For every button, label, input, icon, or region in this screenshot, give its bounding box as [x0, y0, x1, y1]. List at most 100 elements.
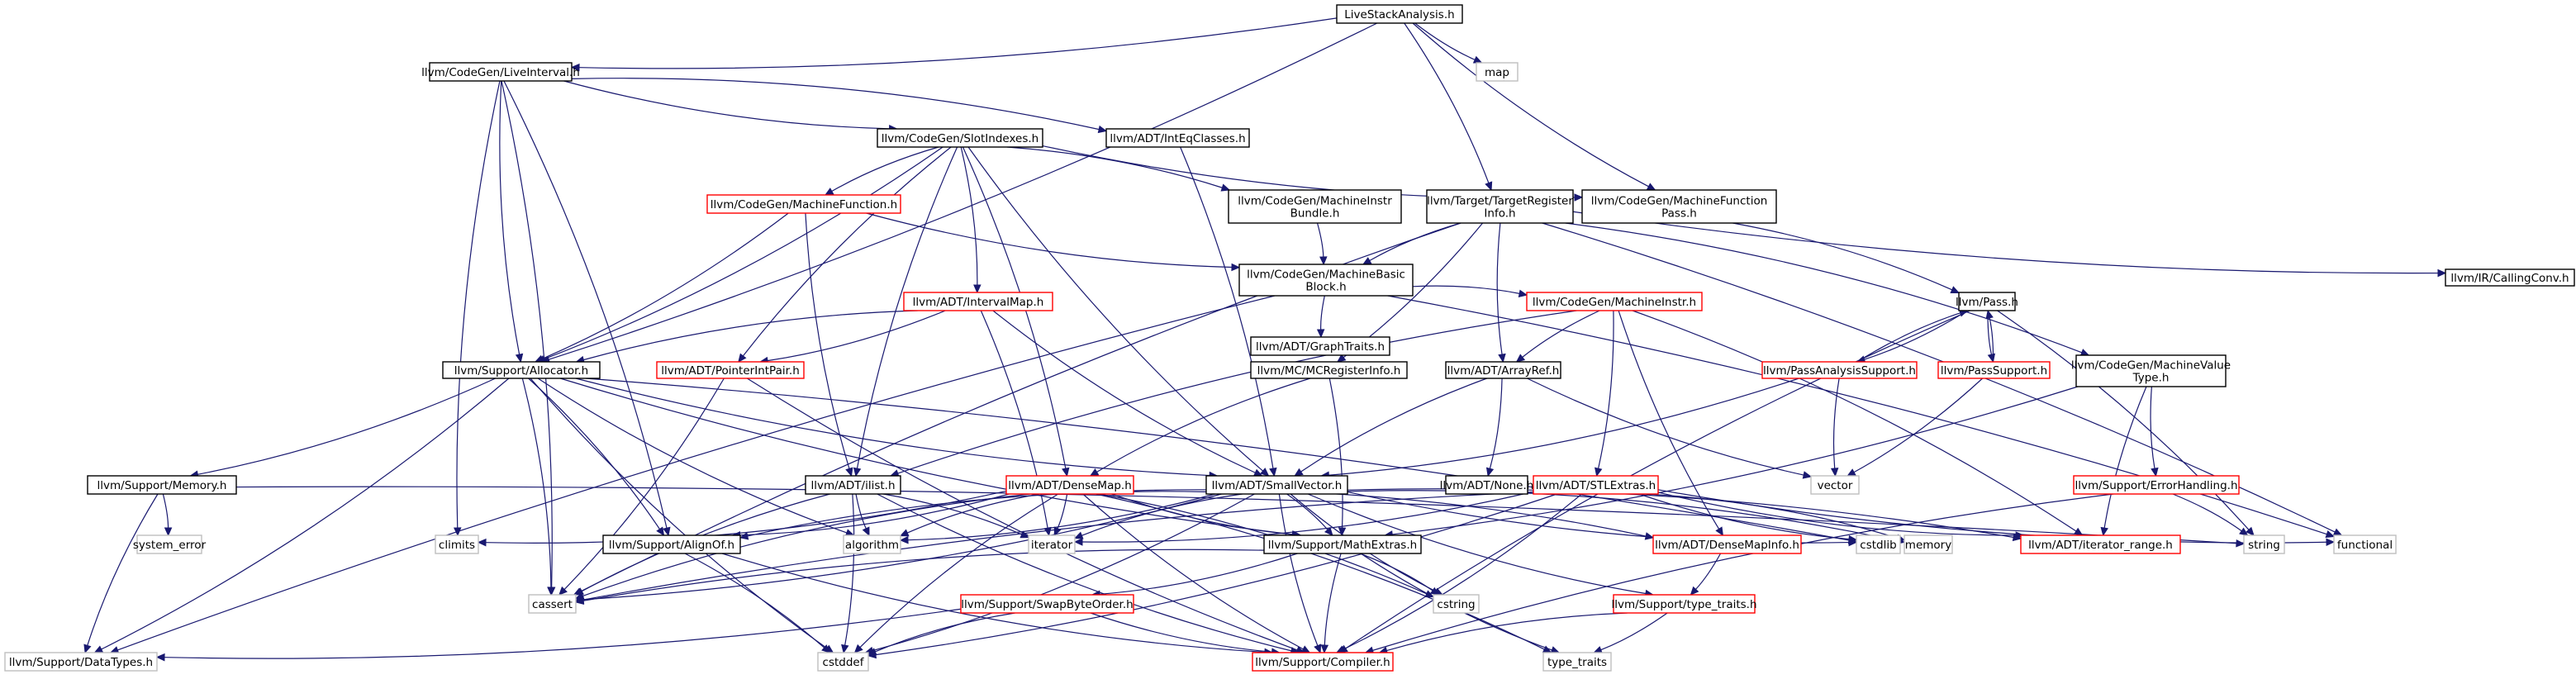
node-slotidx[interactable]: llvm/CodeGen/SlotIndexes.h: [877, 128, 1043, 148]
node-mathextras[interactable]: llvm/Support/MathExtras.h: [1263, 534, 1422, 554]
node-label: LiveStackAnalysis.h: [1344, 8, 1454, 21]
edge-mf-to-allocator: [542, 212, 789, 359]
node-swapbyte[interactable]: llvm/Support/SwapByteOrder.h: [960, 594, 1134, 614]
node-box: [1028, 534, 1076, 554]
node-compiler[interactable]: llvm/Support/Compiler.h: [1252, 652, 1394, 672]
edge-intervalmap-to-allocator: [583, 310, 918, 361]
node-cassert: cassert: [528, 594, 577, 614]
arrowhead-mib-to-mbb: [1319, 256, 1328, 266]
node-typetraits_h[interactable]: llvm/Support/type_traits.h: [1611, 594, 1757, 614]
node-label: llvm/ADT/SmallVector.h: [1212, 479, 1343, 492]
node-allocator[interactable]: llvm/Support/Allocator.h: [442, 361, 601, 379]
node-ptrintpair[interactable]: llvm/ADT/PointerIntPair.h: [656, 361, 805, 379]
edge-slotidx-to-mf: [831, 146, 939, 192]
node-box: [2333, 534, 2397, 554]
node-label: Type.h: [2132, 372, 2170, 385]
edge-arrayref-to-none: [1489, 378, 1503, 469]
edge-slotidx-to-intervalmap: [960, 146, 978, 286]
node-arrayref[interactable]: llvm/ADT/ArrayRef.h: [1445, 361, 1561, 379]
node-mf[interactable]: llvm/CodeGen/MachineFunction.h: [706, 194, 901, 214]
edge-smallvec-to-typetraits_h: [1307, 493, 1647, 595]
node-box: [817, 652, 869, 672]
arrowhead-arrayref-to-smallvec: [1294, 468, 1304, 477]
arrowhead-slotidx-to-mf: [824, 188, 834, 196]
edge-ilist-to-algorithm: [855, 493, 867, 530]
edge-slotidx-to-smallvec: [967, 146, 1264, 472]
node-inteq[interactable]: llvm/ADT/IntEqClasses.h: [1105, 128, 1250, 148]
node-root[interactable]: LiveStackAnalysis.h: [1336, 4, 1463, 24]
node-vector: vector: [1810, 475, 1860, 495]
arrowhead-inteq-to-smallvec: [1269, 467, 1277, 477]
edge-ilist-to-cstddef: [844, 493, 855, 646]
edge-mi-to-arrayref: [1522, 310, 1600, 358]
node-label: cstring: [1437, 598, 1475, 611]
node-iterrange[interactable]: llvm/ADT/iterator_range.h: [2020, 534, 2181, 554]
node-box: [2075, 354, 2227, 387]
node-none[interactable]: llvm/ADT/None.h: [1440, 475, 1534, 495]
node-densemapinfo[interactable]: llvm/ADT/DenseMapInfo.h: [1652, 534, 1802, 554]
node-label: type_traits: [1547, 656, 1607, 669]
node-mi[interactable]: llvm/CodeGen/MachineInstr.h: [1526, 292, 1703, 311]
arrowhead-stlextras-to-cstdlib: [1848, 534, 1858, 544]
node-passsupport[interactable]: llvm/PassSupport.h: [1937, 361, 2051, 379]
node-label: llvm/CodeGen/MachineBasic: [1247, 268, 1405, 282]
arrowhead-allocator-to-datatypes: [93, 645, 104, 653]
edge-densemap-to-algorithm: [907, 493, 1040, 534]
node-label: llvm/CodeGen/MachineValue: [2071, 359, 2231, 373]
arrowhead-swapbyte-to-cstddef: [867, 648, 877, 656]
node-densemap[interactable]: llvm/ADT/DenseMap.h: [1005, 475, 1134, 495]
node-box: [2445, 268, 2575, 287]
node-callconv[interactable]: llvm/IR/CallingConv.h: [2445, 268, 2575, 287]
arrowhead-stlextras-to-iterator: [1073, 538, 1083, 546]
edge-passsupport-to-vector: [1853, 378, 1984, 473]
arrowhead-slotidx-to-ilist: [853, 467, 862, 477]
node-pass[interactable]: llvm/Pass.h: [1956, 292, 2018, 311]
node-label: cstddef: [823, 656, 865, 669]
node-graphtraits[interactable]: llvm/ADT/GraphTraits.h: [1250, 336, 1390, 356]
node-memory_h[interactable]: llvm/Support/Memory.h: [87, 475, 237, 495]
node-label: algorithm: [845, 539, 899, 552]
arrowhead-mbb-to-mi: [1518, 289, 1528, 297]
node-box: [1105, 128, 1250, 148]
arrowhead-mfp-to-pass: [1950, 286, 1961, 294]
edge-stlextras-to-memory: [1646, 493, 1898, 539]
node-label: llvm/Support/Memory.h: [97, 479, 227, 492]
edge-smallvec-to-alignof: [747, 491, 1207, 537]
arrowhead-slotidx-to-densemap: [1062, 467, 1070, 477]
node-label: llvm/Target/TargetRegister: [1427, 195, 1573, 208]
node-smallvec[interactable]: llvm/ADT/SmallVector.h: [1205, 475, 1348, 495]
edge-densemapinfo-to-typetraits_h: [1695, 553, 1722, 590]
node-box: [1250, 336, 1390, 356]
node-liveint[interactable]: llvm/CodeGen/LiveInterval.h: [421, 62, 580, 82]
node-passanalysis[interactable]: llvm/PassAnalysisSupport.h: [1761, 361, 1918, 379]
node-errhandling[interactable]: llvm/Support/ErrorHandling.h: [2073, 475, 2240, 495]
node-box: [706, 194, 901, 214]
edge-errhandling-to-compiler: [1372, 493, 2114, 651]
node-stlextras[interactable]: llvm/ADT/STLExtras.h: [1533, 475, 1659, 495]
node-label: llvm/MC/MCRegisterInfo.h: [1257, 364, 1401, 378]
edge-ptrintpair-to-cassert: [563, 378, 725, 590]
node-label: llvm/Support/SwapByteOrder.h: [961, 598, 1133, 611]
node-label: llvm/CodeGen/LiveInterval.h: [421, 66, 580, 79]
node-ilist[interactable]: llvm/ADT/ilist.h: [805, 475, 901, 495]
edge-mib-to-mbb: [1316, 222, 1324, 258]
node-type_traits: type_traits: [1542, 652, 1612, 672]
node-label: llvm/CodeGen/MachineFunction.h: [711, 198, 897, 211]
node-box: [87, 475, 237, 495]
edge-mbb-to-datatypes: [117, 295, 1276, 651]
node-alignof[interactable]: llvm/Support/AlignOf.h: [602, 534, 741, 554]
edge-memory_h-to-string: [235, 486, 2237, 544]
node-intervalmap[interactable]: llvm/ADT/IntervalMap.h: [903, 292, 1053, 311]
arrowhead-pass-to-string: [2246, 526, 2255, 536]
node-cstring: cstring: [1433, 594, 1480, 614]
node-box: [442, 361, 601, 379]
edge-arrayref-to-smallvec: [1300, 378, 1487, 473]
arrowhead-mathextras-to-compiler: [1320, 644, 1329, 654]
node-mcreg[interactable]: llvm/MC/MCRegisterInfo.h: [1250, 361, 1408, 379]
edge-densemap-to-alignof: [739, 493, 1010, 536]
